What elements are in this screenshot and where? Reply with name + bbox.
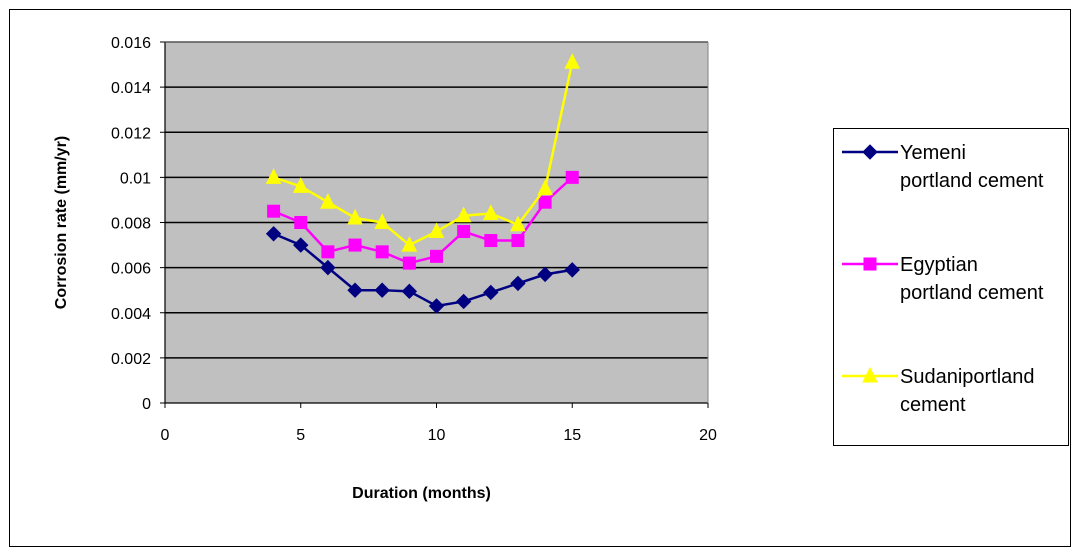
data-point: [401, 235, 418, 252]
data-point: [483, 284, 499, 301]
data-point: [347, 208, 363, 225]
data-point: [428, 222, 445, 239]
data-point: [564, 53, 581, 69]
x-tick-label: 20: [699, 427, 717, 444]
series-yemeni: [265, 226, 580, 314]
legend-label-line2: portland cement: [900, 170, 1044, 192]
data-point: [511, 234, 525, 248]
data-point: [348, 238, 362, 252]
legend-item-sudani: Sudaniportland cement: [834, 361, 1068, 441]
data-point: [428, 298, 445, 314]
data-point: [374, 282, 390, 298]
y-tick-label: 0.01: [120, 170, 151, 187]
data-point: [482, 204, 499, 220]
data-point: [265, 226, 282, 242]
series-egyptian: [267, 170, 579, 270]
y-tick-label: 0.002: [111, 351, 151, 368]
legend-label-line2: portland cement: [900, 282, 1044, 304]
data-point: [320, 193, 336, 209]
data-point: [320, 259, 336, 276]
data-point: [293, 237, 309, 253]
data-point: [430, 249, 443, 263]
x-axis-ticks: 0 5 10 15 20: [161, 403, 717, 444]
legend-label-egyptian: Egyptian portland cement: [900, 251, 1068, 307]
legend-marker: [862, 366, 878, 383]
x-tick-label: 5: [296, 427, 305, 444]
data-point: [294, 216, 308, 229]
legend-item-yemeni: Yemeni portland cement: [834, 137, 1068, 217]
data-point: [455, 293, 472, 310]
legend-marker: [863, 257, 877, 271]
x-tick-label: 15: [563, 427, 581, 444]
legend-label-line2: cement: [900, 394, 966, 416]
legend-swatch-yemeni: [842, 144, 898, 160]
y-axis-ticks: 0 0.002 0.004 0.006 0.008 0.01 0.012 0.014 0.016: [111, 35, 165, 413]
legend-item-egyptian: Egyptian portland cement: [834, 249, 1068, 329]
data-point: [537, 266, 553, 283]
data-point: [510, 215, 526, 232]
data-point: [564, 262, 580, 278]
legend-marker: [862, 144, 878, 160]
legend: Yemeni portland cement Egyptian portland…: [833, 128, 1069, 446]
legend-swatch-egyptian: [842, 257, 898, 271]
legend-swatch-sudani: [842, 366, 898, 383]
y-axis-title: Corrosion rate (mm/yr): [53, 136, 70, 309]
data-point: [375, 245, 389, 259]
data-point: [537, 179, 553, 196]
x-tick-label: 0: [161, 427, 170, 444]
x-tick-label: 10: [428, 427, 446, 444]
data-point: [347, 282, 363, 298]
data-point: [321, 245, 335, 259]
data-point: [510, 275, 526, 292]
y-tick-label: 0.008: [111, 216, 151, 233]
legend-label-line1: Sudaniportland: [900, 366, 1035, 388]
data-point: [455, 206, 472, 223]
y-tick-label: 0.004: [111, 306, 151, 323]
data-point: [374, 213, 391, 229]
series-sudani: [265, 53, 581, 252]
data-point: [292, 177, 309, 193]
legend-label-line1: Yemeni: [900, 142, 966, 164]
data-point: [267, 204, 281, 218]
data-point: [565, 170, 579, 184]
legend-label-sudani: Sudaniportland cement: [900, 363, 1068, 419]
legend-label-line1: Egyptian: [900, 254, 978, 276]
y-tick-label: 0.006: [111, 261, 151, 278]
data-point: [402, 256, 416, 270]
legend-label-yemeni: Yemeni portland cement: [900, 139, 1068, 195]
data-point: [401, 283, 418, 300]
x-axis-title: Duration (months): [352, 485, 491, 502]
data-point: [457, 225, 471, 239]
gridlines: [165, 41, 708, 359]
series-layer: [265, 53, 581, 314]
data-point: [538, 195, 552, 209]
data-point: [484, 234, 498, 248]
y-tick-label: 0.016: [111, 35, 151, 52]
series-line: [273, 62, 574, 247]
y-tick-label: 0.012: [111, 125, 151, 142]
y-tick-label: 0.014: [111, 80, 151, 97]
data-point: [265, 168, 282, 184]
y-tick-label: 0: [142, 396, 151, 413]
